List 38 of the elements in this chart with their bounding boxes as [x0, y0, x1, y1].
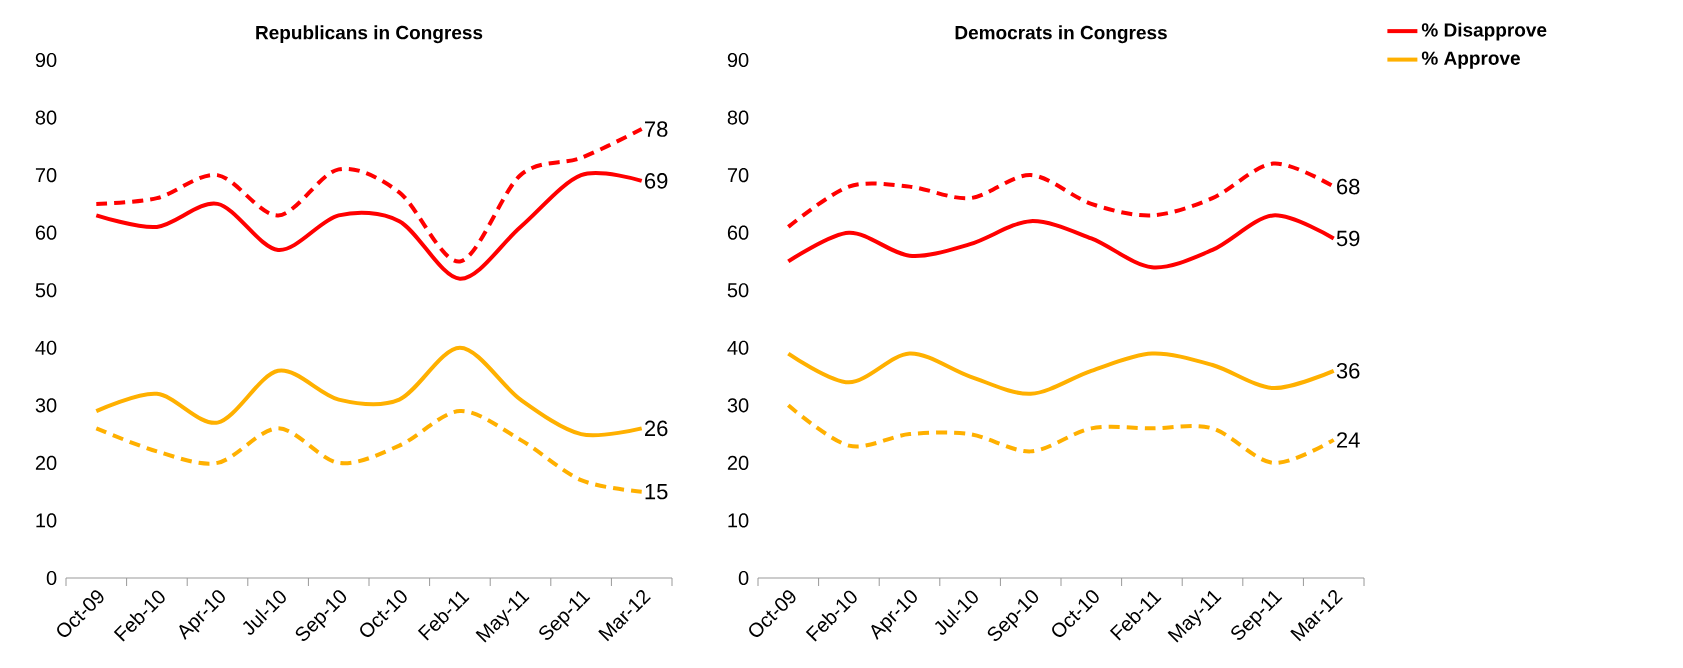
y-tick-label: 70	[727, 168, 749, 183]
legend-label: % Approve	[1421, 51, 1520, 69]
chart-title: Democrats in Congress	[955, 25, 1167, 44]
legend-label: % Disapprove	[1421, 22, 1547, 41]
data-label: 36	[1336, 363, 1360, 379]
data-label: 69	[645, 173, 668, 189]
y-tick-label: 30	[727, 398, 749, 413]
y-tick-label: 80	[35, 110, 57, 125]
data-label: 59	[1336, 230, 1360, 247]
y-tick-label: 50	[35, 283, 57, 298]
data-label: 26	[645, 420, 668, 437]
y-tick-label: 80	[727, 110, 749, 125]
y-tick-label: 10	[36, 513, 57, 528]
y-tick-label: 0	[46, 570, 57, 586]
y-tick-label: 90	[35, 52, 57, 68]
y-tick-label: 40	[35, 340, 57, 355]
data-label: 68	[1337, 178, 1360, 195]
y-tick-label: 70	[35, 168, 57, 183]
line-series	[94, 409, 644, 494]
data-label: 78	[645, 121, 668, 137]
y-tick-label: 40	[727, 340, 749, 355]
line-series	[94, 345, 644, 438]
line-series	[94, 127, 644, 264]
data-label: 24	[1337, 432, 1360, 448]
y-tick-label: 50	[727, 283, 749, 298]
y-tick-label: 0	[738, 570, 749, 586]
data-label: 15	[645, 483, 668, 500]
y-tick-label: 20	[35, 455, 57, 470]
line-series	[786, 403, 1336, 465]
chart-title: Republicans in Congress	[256, 25, 483, 44]
y-tick-label: 10	[728, 513, 749, 528]
y-tick-label: 20	[727, 455, 749, 470]
y-tick-label: 60	[35, 225, 57, 240]
y-tick-label: 90	[727, 52, 749, 68]
line-series	[786, 351, 1336, 396]
y-tick-label: 60	[727, 225, 749, 240]
line-series	[786, 213, 1336, 270]
y-tick-label: 30	[35, 398, 57, 413]
